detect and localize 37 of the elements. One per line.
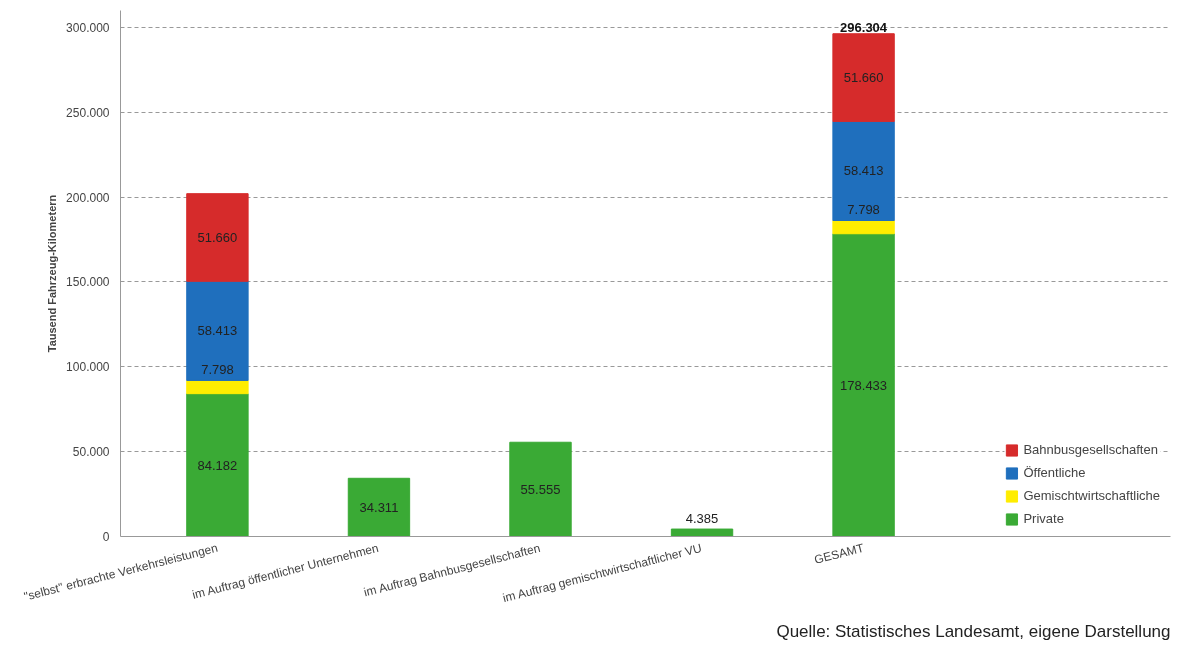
- x-tick-label: GESAMT: [812, 540, 866, 567]
- y-tick-label: 250.000: [66, 105, 110, 120]
- bar: [186, 280, 249, 381]
- y-axis-title: Tausend Fahrzeug-Kilometern: [46, 194, 59, 353]
- y-tick-label: 0: [102, 530, 110, 544]
- bar: [186, 193, 249, 282]
- y-tick-label: 100.000: [66, 360, 110, 375]
- data-label: 34.311: [359, 499, 399, 515]
- data-label: 51.660: [843, 70, 884, 86]
- data-label: 51.660: [197, 229, 238, 245]
- data-label: 7.798: [201, 362, 234, 378]
- bar: [832, 120, 895, 222]
- data-label: 4.385: [685, 510, 719, 526]
- legend-label: Öffentliche: [1023, 465, 1086, 480]
- bar: [509, 441, 572, 537]
- bar: [832, 220, 895, 235]
- y-tick-label: 50.000: [72, 445, 110, 460]
- bar: [832, 33, 895, 122]
- data-label: 58.413: [843, 163, 884, 179]
- data-label: 58.413: [197, 323, 238, 339]
- legend-label: Private: [1023, 511, 1064, 526]
- total-label: 296.304: [840, 19, 888, 35]
- data-label: 7.798: [847, 202, 880, 218]
- data-label: 84.182: [197, 457, 238, 473]
- legend-label: Gemischtwirtschaftliche: [1023, 488, 1160, 503]
- y-tick-label: 200.000: [66, 190, 110, 205]
- source-note: Quelle: Statistisches Landesamt, eigene Darstellung: [776, 621, 1171, 641]
- data-label: 55.555: [520, 481, 561, 497]
- bar: [832, 233, 895, 537]
- y-tick-label: 300.000: [66, 20, 110, 35]
- data-label: 178.433: [840, 377, 888, 393]
- legend-label: Bahnbusgesellschaften: [1023, 442, 1158, 457]
- y-tick-label: 150.000: [66, 275, 110, 290]
- bar: [347, 477, 411, 537]
- bar: [670, 528, 734, 537]
- bar: [186, 379, 249, 395]
- bar: [186, 393, 249, 537]
